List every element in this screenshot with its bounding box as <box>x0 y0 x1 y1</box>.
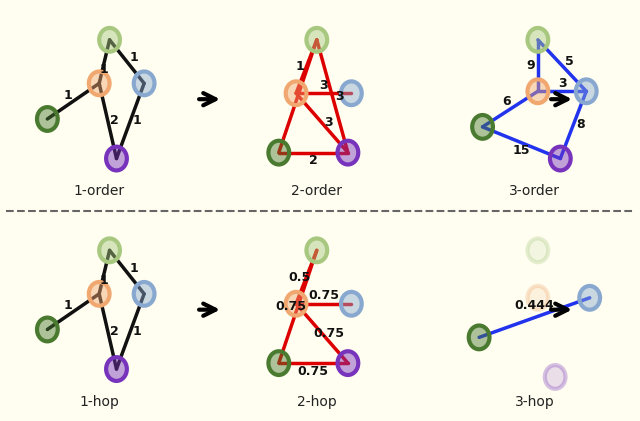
Text: 3: 3 <box>319 79 328 92</box>
Text: 2: 2 <box>110 325 119 338</box>
Text: 1: 1 <box>129 261 138 274</box>
Text: 1: 1 <box>129 51 138 64</box>
Circle shape <box>106 147 127 171</box>
Text: 3: 3 <box>335 90 344 103</box>
Text: 1: 1 <box>64 89 72 102</box>
Text: 1: 1 <box>133 115 141 128</box>
Text: 9: 9 <box>527 59 535 72</box>
Circle shape <box>307 28 327 52</box>
Circle shape <box>472 115 493 139</box>
Text: 0.75: 0.75 <box>308 289 339 302</box>
Circle shape <box>134 282 154 306</box>
Text: 1: 1 <box>133 325 141 338</box>
Circle shape <box>99 28 120 52</box>
Circle shape <box>545 365 566 389</box>
Circle shape <box>307 238 327 262</box>
Text: 6: 6 <box>502 95 511 108</box>
Text: 2-order: 2-order <box>291 184 342 198</box>
Circle shape <box>106 357 127 381</box>
Text: 0.5: 0.5 <box>289 271 310 283</box>
Circle shape <box>527 28 548 52</box>
Circle shape <box>341 81 362 105</box>
Text: 1-order: 1-order <box>74 184 125 198</box>
Text: 8: 8 <box>576 118 584 131</box>
Circle shape <box>550 147 571 171</box>
Text: 3-hop: 3-hop <box>515 394 554 409</box>
Text: 2: 2 <box>110 115 119 128</box>
Circle shape <box>337 351 358 375</box>
Circle shape <box>579 286 600 310</box>
Text: 1: 1 <box>100 63 109 76</box>
Text: 1: 1 <box>100 274 109 287</box>
Text: 1: 1 <box>295 60 304 73</box>
Circle shape <box>285 81 307 105</box>
Circle shape <box>99 238 120 262</box>
Circle shape <box>285 292 307 316</box>
Text: 0.75: 0.75 <box>314 327 344 340</box>
Text: 1-hop: 1-hop <box>79 394 119 409</box>
Circle shape <box>89 72 109 95</box>
Text: 0.444: 0.444 <box>515 299 554 312</box>
Circle shape <box>37 107 58 131</box>
Circle shape <box>268 351 289 375</box>
Circle shape <box>468 325 490 349</box>
Text: 2-hop: 2-hop <box>297 394 337 409</box>
Text: 3: 3 <box>324 117 333 129</box>
Circle shape <box>527 80 548 103</box>
Circle shape <box>89 282 109 306</box>
Circle shape <box>527 286 548 310</box>
Text: 5: 5 <box>564 55 573 68</box>
Text: 3-order: 3-order <box>509 184 560 198</box>
Circle shape <box>341 292 362 316</box>
Text: 0.75: 0.75 <box>298 365 329 378</box>
Circle shape <box>576 80 596 103</box>
Text: 15: 15 <box>513 144 530 157</box>
Text: 2: 2 <box>309 154 317 167</box>
Text: 3: 3 <box>557 77 566 90</box>
Circle shape <box>527 238 548 262</box>
Circle shape <box>268 141 289 165</box>
Circle shape <box>337 141 358 165</box>
Circle shape <box>134 72 154 95</box>
Text: 1: 1 <box>64 299 72 312</box>
Circle shape <box>37 317 58 341</box>
Text: 0.75: 0.75 <box>275 300 307 313</box>
